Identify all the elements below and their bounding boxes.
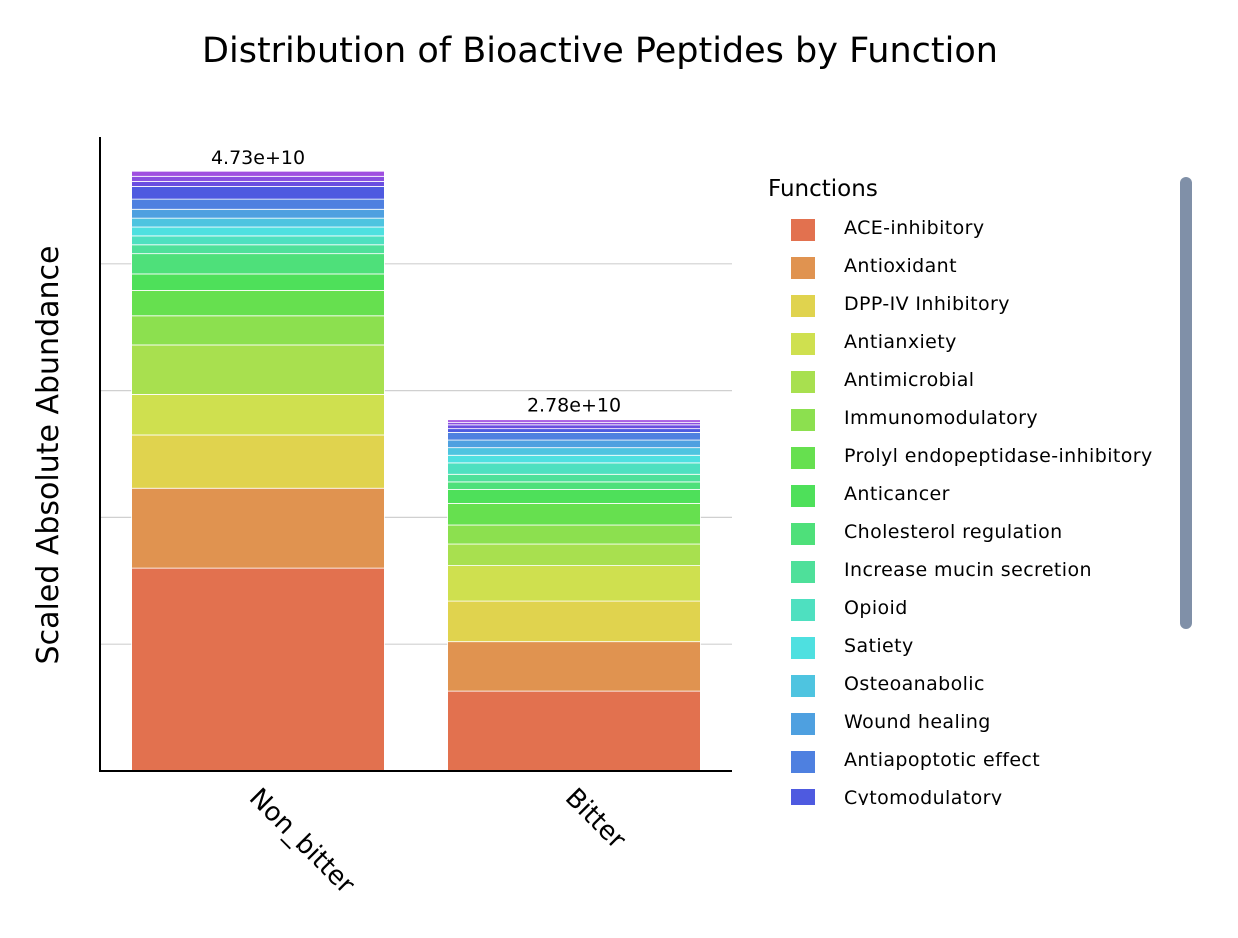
bar-segment xyxy=(131,567,385,772)
legend-label: Antianxiety xyxy=(844,331,957,353)
bar-segment xyxy=(447,462,701,475)
legend-swatch xyxy=(791,409,815,431)
bar-segment xyxy=(447,641,701,692)
legend-swatch xyxy=(791,751,815,773)
bar-segment xyxy=(447,473,701,483)
legend-swatch xyxy=(791,371,815,393)
bar-segment xyxy=(131,273,385,291)
legend-label: DPP-IV Inhibitory xyxy=(844,293,1010,315)
bar-segment xyxy=(131,394,385,436)
legend-swatch xyxy=(791,257,815,279)
bar-segment xyxy=(131,434,385,489)
legend-item[interactable]: Opioid xyxy=(760,594,1180,632)
legend-label: Antimicrobial xyxy=(844,369,975,391)
bar-segment xyxy=(447,454,701,464)
legend-item[interactable]: DPP-IV Inhibitory xyxy=(760,290,1180,328)
x-tick-labels: Non_bitter Bitter xyxy=(243,783,631,900)
bar-segment xyxy=(131,208,385,219)
legend-item[interactable]: Antiapoptotic effect xyxy=(760,746,1180,784)
legend-swatch xyxy=(791,599,815,621)
bar-segment xyxy=(131,226,385,237)
legend-swatch xyxy=(791,219,815,241)
bar-segment xyxy=(447,447,701,456)
legend-item[interactable]: Cytomodulatory xyxy=(760,784,1180,805)
bar-segment xyxy=(447,600,701,643)
bar-segment xyxy=(131,175,385,182)
legend-scrollbar[interactable] xyxy=(1180,177,1192,629)
bar-segment xyxy=(447,424,701,430)
legend-item[interactable]: Antimicrobial xyxy=(760,366,1180,404)
bar-segment xyxy=(131,180,385,187)
bar-segment xyxy=(131,186,385,200)
legend-swatch xyxy=(791,637,815,659)
x-tick-label: Non_bitter xyxy=(243,783,360,900)
legend-item[interactable]: Antioxidant xyxy=(760,252,1180,290)
bar-segment xyxy=(447,524,701,545)
legend-item[interactable]: ACE-inhibitory xyxy=(760,214,1180,252)
legend-label: Wound healing xyxy=(844,711,991,733)
legend-swatch xyxy=(791,713,815,735)
legend-swatch xyxy=(791,333,815,355)
legend-item[interactable]: Anticancer xyxy=(760,480,1180,518)
legend-label: Cholesterol regulation xyxy=(844,521,1063,543)
bar-segment xyxy=(131,315,385,346)
bar-segment xyxy=(447,503,701,526)
legend-item[interactable]: Osteoanabolic xyxy=(760,670,1180,708)
legend-swatch xyxy=(791,447,815,469)
legend-item[interactable]: Antianxiety xyxy=(760,328,1180,366)
bar-total-label: 2.78e+10 xyxy=(527,394,621,416)
bar-segment xyxy=(131,170,385,177)
axes xyxy=(99,137,732,772)
legend-swatch xyxy=(791,789,815,805)
bar-segment xyxy=(131,253,385,275)
bar-segment xyxy=(131,198,385,210)
bar-segment xyxy=(447,481,701,490)
y-axis-label: Scaled Absolute Abundance xyxy=(31,246,66,665)
bar-segment xyxy=(447,439,701,449)
bar-segment xyxy=(447,543,701,566)
bar-segment xyxy=(131,487,385,569)
bars xyxy=(131,170,701,772)
legend-label: Prolyl endopeptidase-inhibitory xyxy=(844,445,1153,467)
legend-item[interactable]: Cholesterol regulation xyxy=(760,518,1180,556)
legend-swatch xyxy=(791,561,815,583)
legend-label: Cytomodulatory xyxy=(844,787,1003,805)
bar-segment xyxy=(447,565,701,602)
bar-total-label: 4.73e+10 xyxy=(211,147,305,169)
chart-title: Distribution of Bioactive Peptides by Fu… xyxy=(202,31,998,71)
bar-total-labels: 4.73e+10 2.78e+10 xyxy=(211,147,621,416)
legend-item[interactable]: Satiety xyxy=(760,632,1180,670)
bar-segment xyxy=(131,244,385,255)
bar-segment xyxy=(447,432,701,441)
legend-label: Satiety xyxy=(844,635,914,657)
bar-segment xyxy=(447,419,701,423)
bar-segment xyxy=(447,428,701,433)
bar-segment xyxy=(131,290,385,317)
legend-item[interactable]: Immunomodulatory xyxy=(760,404,1180,442)
legend-label: Increase mucin secretion xyxy=(844,559,1092,581)
legend-swatch xyxy=(791,485,815,507)
legend-item[interactable]: Prolyl endopeptidase-inhibitory xyxy=(760,442,1180,480)
legend-item[interactable]: Increase mucin secretion xyxy=(760,556,1180,594)
legend-label: Antioxidant xyxy=(844,255,957,277)
legend-label: Antiapoptotic effect xyxy=(844,749,1041,771)
x-tick-label: Bitter xyxy=(559,783,631,855)
legend-swatch xyxy=(791,675,815,697)
bar-segment xyxy=(131,235,385,246)
legend-swatch xyxy=(791,523,815,545)
legend-label: Opioid xyxy=(844,597,908,619)
legend-label: Immunomodulatory xyxy=(844,407,1039,429)
legend-label: Osteoanabolic xyxy=(844,673,985,695)
bar-segment xyxy=(447,690,701,772)
bar-segment xyxy=(447,489,701,504)
bar-segment xyxy=(131,344,385,395)
bar-segment xyxy=(131,217,385,228)
legend-swatch xyxy=(791,295,815,317)
legend-label: Anticancer xyxy=(844,483,950,505)
legend-item[interactable]: Wound healing xyxy=(760,708,1180,746)
legend-title: Functions xyxy=(768,176,878,202)
legend: Functions ACE-inhibitory Antioxidant DPP-I… xyxy=(760,170,1200,805)
legend-label: ACE-inhibitory xyxy=(844,217,985,239)
